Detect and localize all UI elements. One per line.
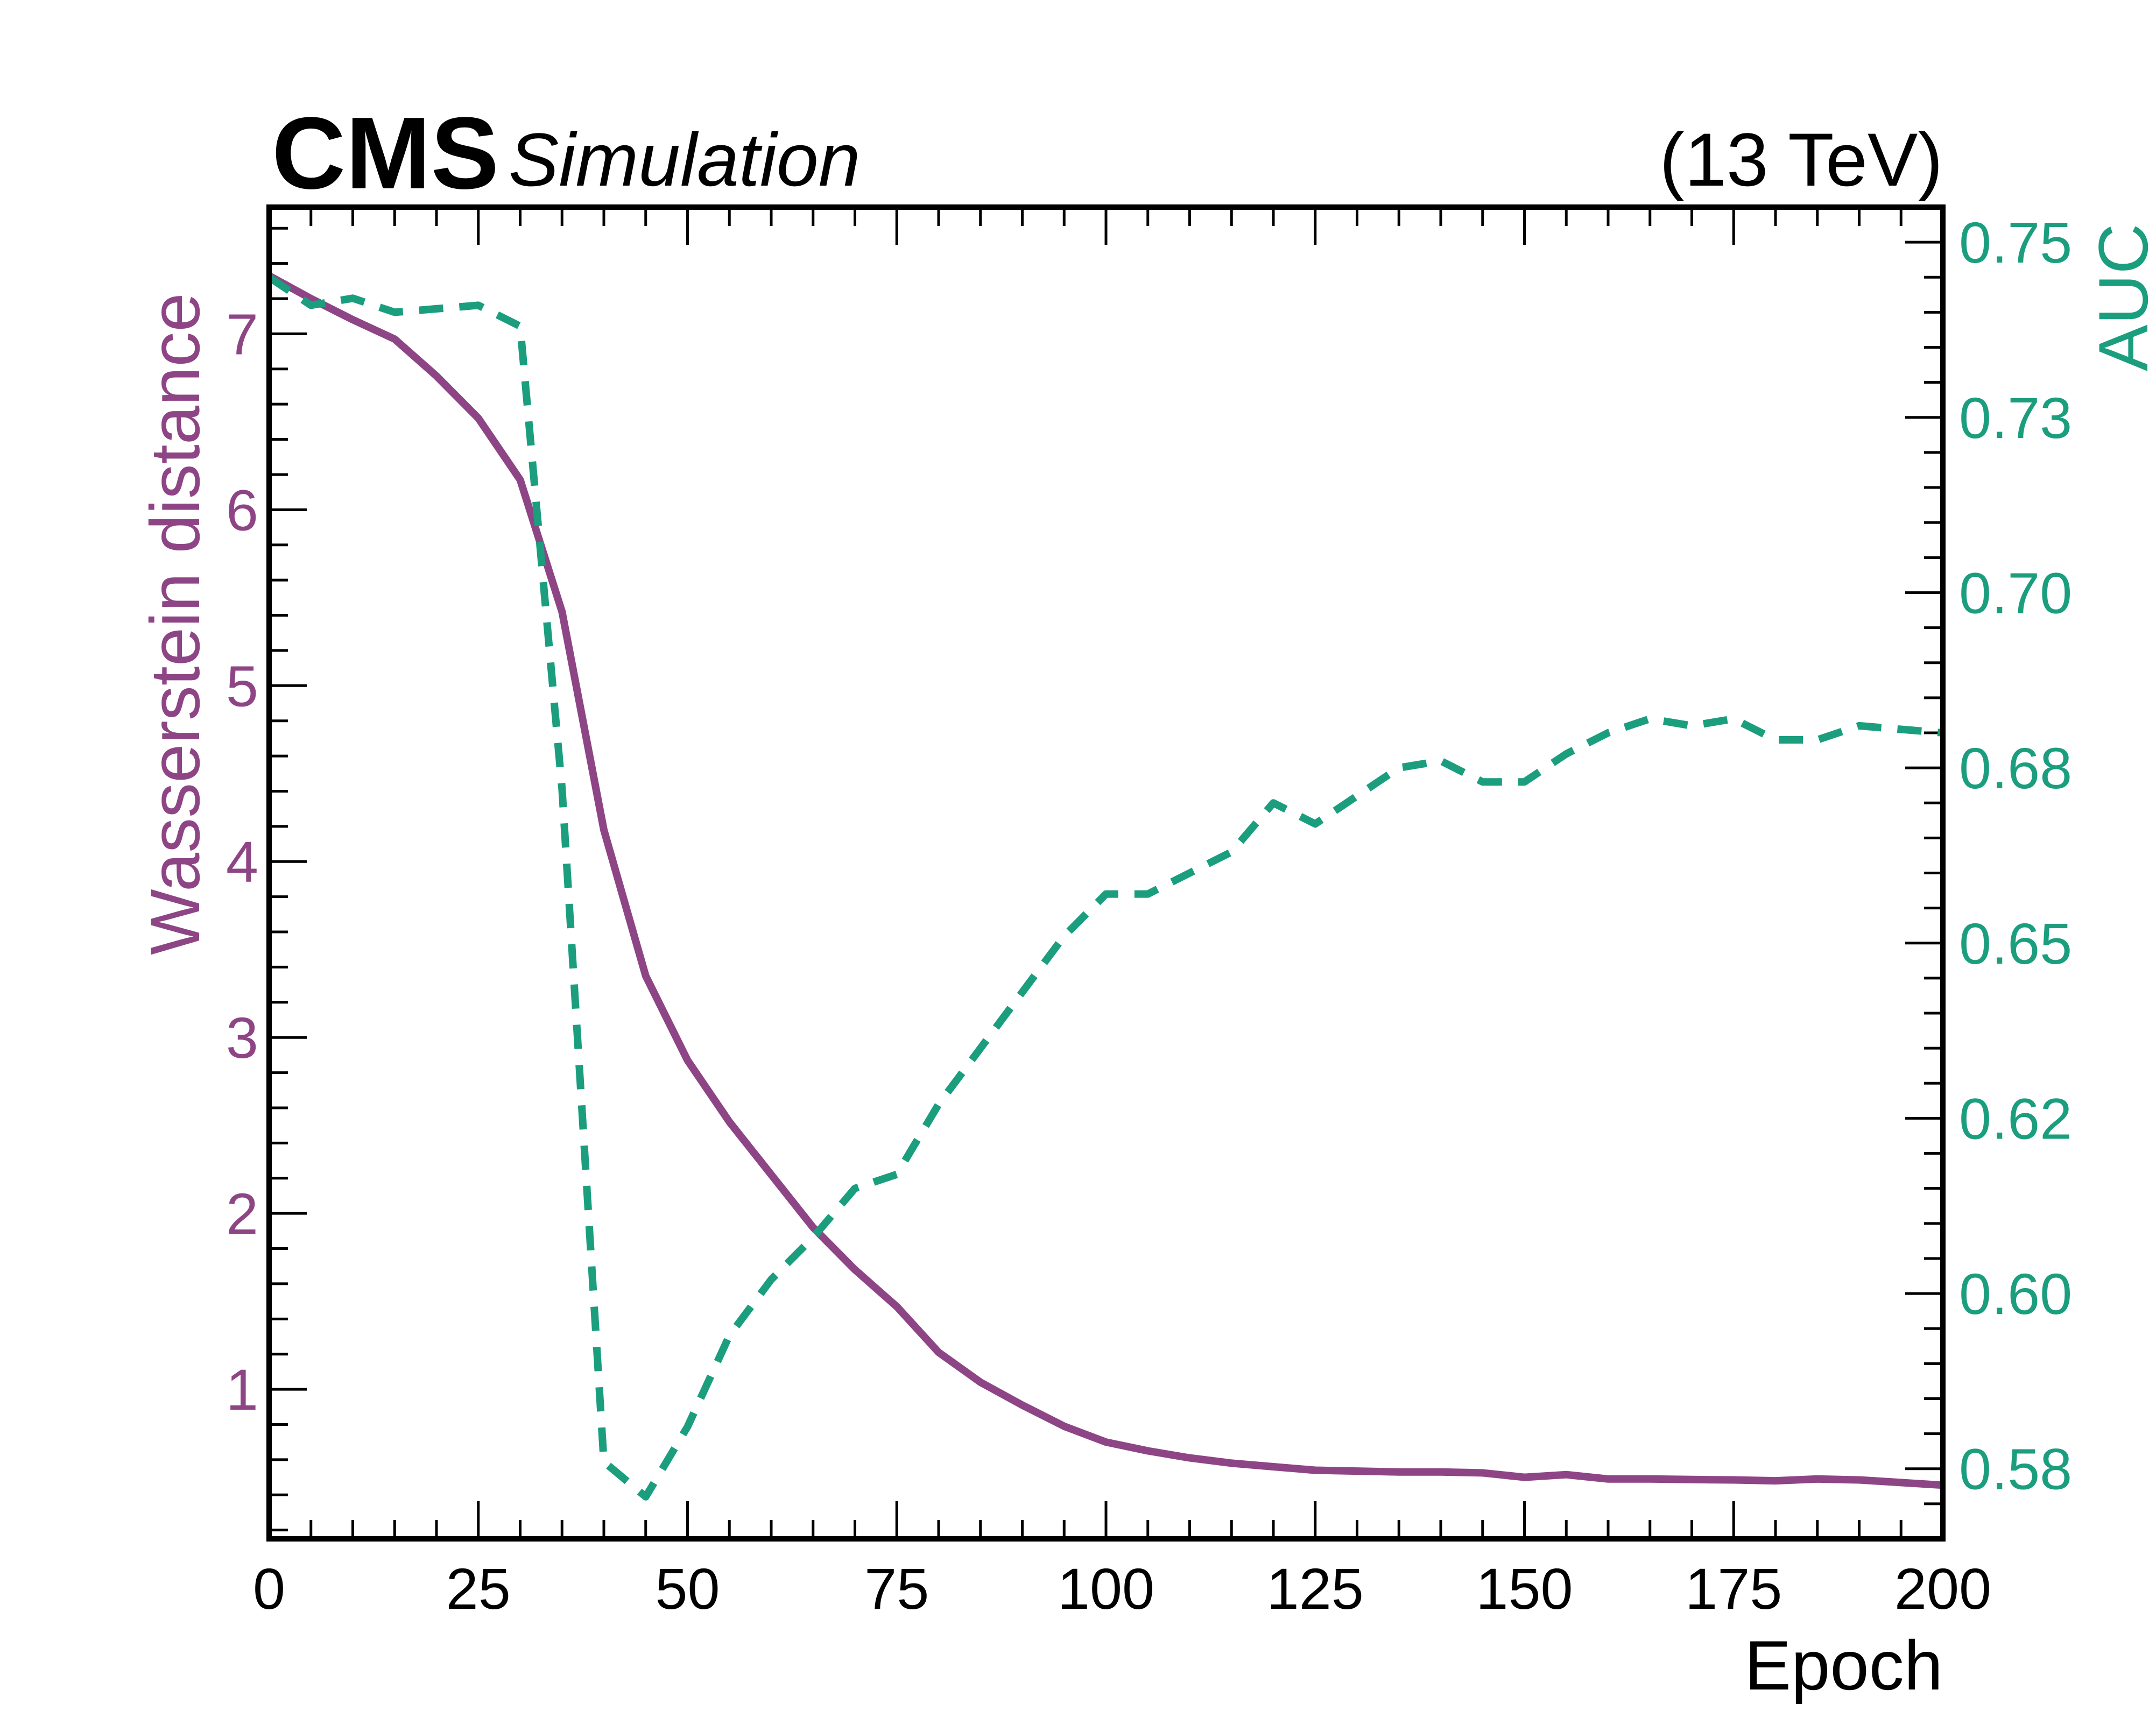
y-right-tick-label: 0.62 [1959, 1086, 2072, 1151]
x-tick-label: 200 [1894, 1556, 1991, 1621]
x-tick-label: 150 [1476, 1556, 1573, 1621]
simulation-label: Simulation [509, 117, 861, 202]
x-tick-label: 125 [1267, 1556, 1364, 1621]
y-left-tick-label: 5 [226, 653, 258, 718]
y-right-tick-label: 0.68 [1959, 736, 2072, 801]
x-tick-label: 0 [253, 1556, 285, 1621]
x-tick-label: 75 [864, 1556, 929, 1621]
x-tick-label: 50 [655, 1556, 720, 1621]
x-tick-label: 100 [1058, 1556, 1154, 1621]
energy-label: (13 TeV) [1659, 117, 1943, 202]
cms-label: CMS [272, 96, 499, 210]
y-right-tick-label: 0.58 [1959, 1437, 2072, 1502]
x-tick-label: 25 [446, 1556, 511, 1621]
y-right-tick-label: 0.75 [1959, 210, 2072, 275]
x-tick-label: 175 [1685, 1556, 1782, 1621]
y-axis-left-title: Wasserstein distance [136, 293, 214, 955]
y-left-tick-label: 4 [226, 829, 258, 894]
labels-layer: 0 25 50 75 100 125 150 175 200 1 2 3 4 5 6 7 0.58 0.60 0.6… [226, 210, 2072, 1621]
y-right-tick-label: 0.65 [1959, 911, 2072, 976]
wasserstein-series-line [267, 272, 1943, 1489]
x-axis-title: Epoch [1744, 1626, 1943, 1705]
y-left-tick-label: 3 [226, 1005, 258, 1070]
y-right-tick-label: 0.60 [1959, 1261, 2072, 1326]
y-right-tick-label: 0.70 [1959, 560, 2072, 625]
y-left-tick-label: 6 [226, 477, 258, 542]
ticks-layer [267, 206, 1944, 1540]
series-layer [267, 272, 1943, 1501]
y-left-tick-label: 1 [226, 1357, 258, 1422]
y-left-tick-label: 7 [226, 301, 258, 366]
y-left-tick-label: 2 [226, 1181, 258, 1246]
plot-frame [266, 204, 1946, 1542]
y-axis-right-title: AUC [2084, 224, 2156, 371]
y-right-tick-label: 0.73 [1959, 385, 2072, 450]
auc-series-line [267, 274, 1943, 1501]
